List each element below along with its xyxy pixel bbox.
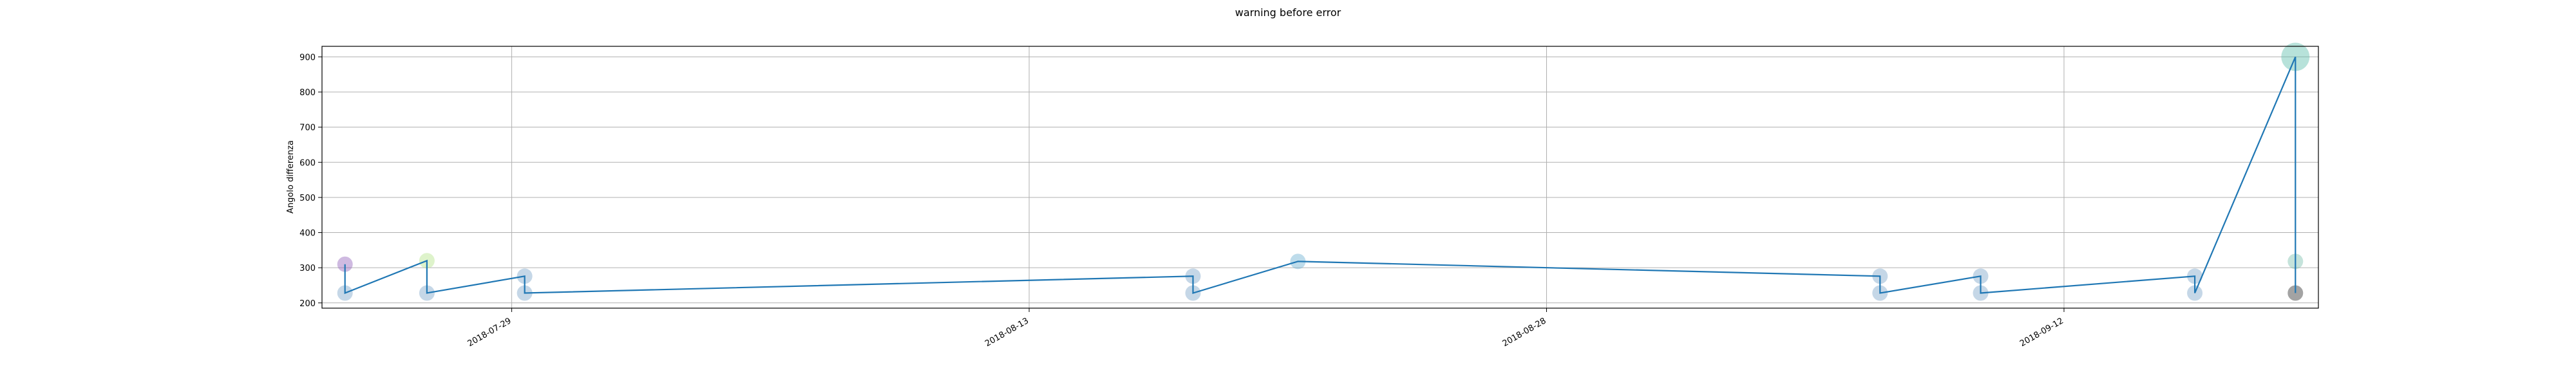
y-tick-label: 600 [299,158,316,168]
x-tick-label: 2018-08-28 [1501,316,1548,349]
y-tick-label: 900 [299,53,316,62]
y-tick-label: 700 [299,124,316,133]
axis-ticks: 200 300 400 500 600 700 800 900 2018-07-29 2018-0… [299,53,2065,349]
y-axis-label: Angolo differenza [286,140,296,214]
x-tick-label: 2018-08-13 [983,316,1030,349]
y-tick-label: 500 [299,194,316,203]
y-tick-label: 400 [299,229,316,239]
plot-frame [321,46,2319,309]
x-tick-label: 2018-09-12 [2018,316,2065,349]
y-tick-label: 300 [299,264,316,273]
y-tick-label: 200 [299,299,316,309]
series-line [344,56,2297,295]
grid [322,46,2318,308]
data-line [344,56,2297,295]
y-tick-label: 800 [299,88,316,98]
chart-title: warning before error [1235,6,1341,19]
data-point [2287,285,2304,301]
x-tick-label: 2018-07-29 [466,316,513,349]
